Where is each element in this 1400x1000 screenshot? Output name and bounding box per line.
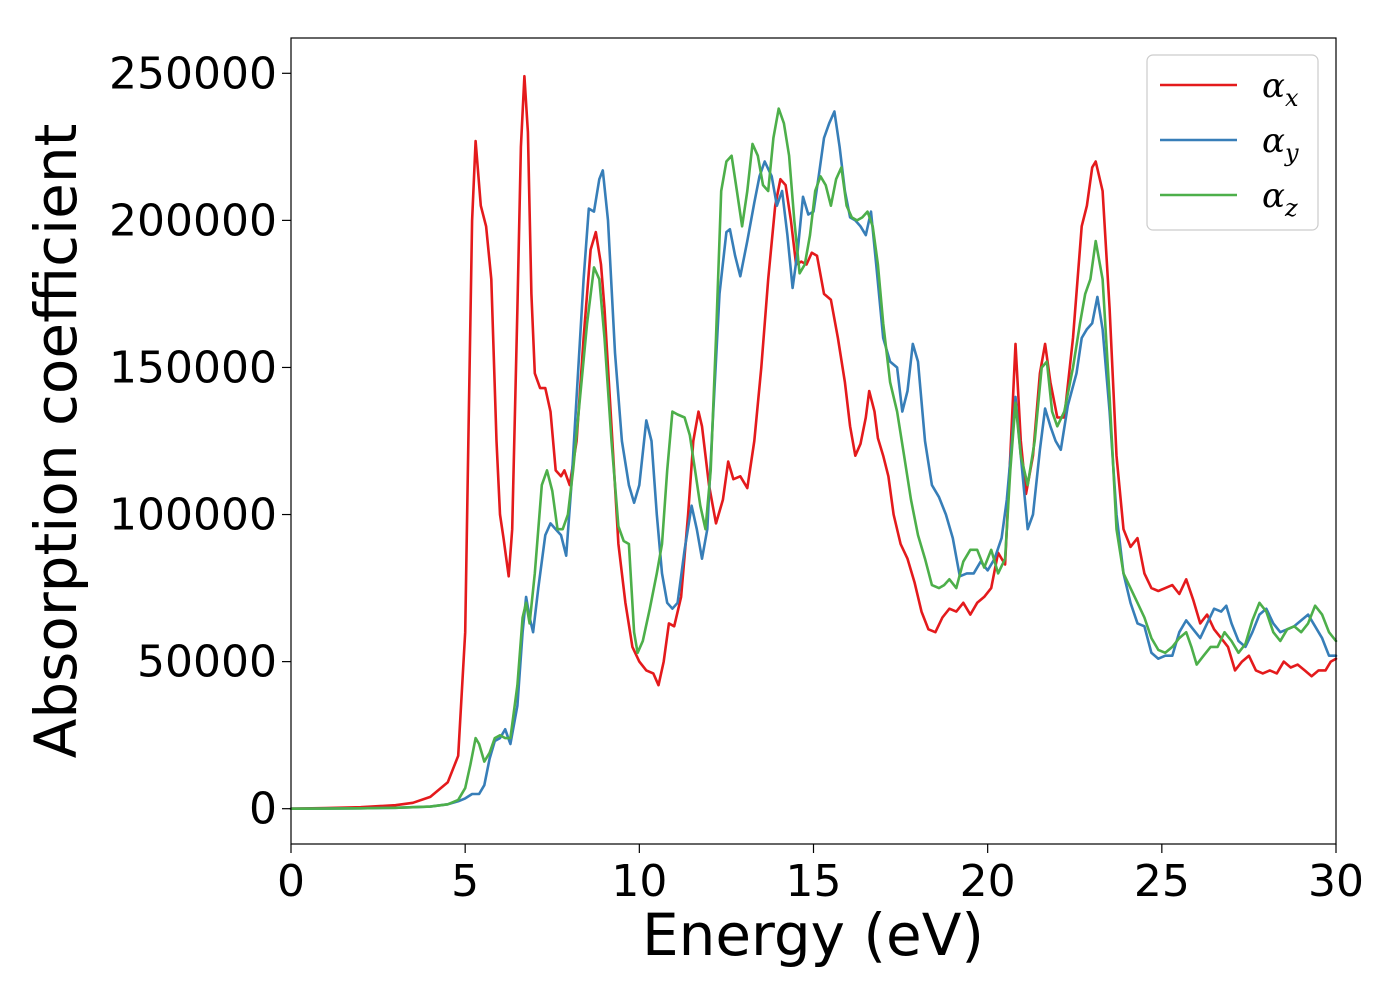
x-axis-title: Energy (eV): [642, 901, 984, 969]
legend-box: [1146, 54, 1319, 231]
x-tick-label: 15: [786, 856, 842, 907]
x-tick-label: 30: [1308, 856, 1364, 907]
x-tick-label: 10: [611, 856, 667, 907]
legend-label-z: αz: [1262, 176, 1298, 222]
y-tick-label: 100000: [109, 490, 277, 541]
y-axis-title: Absorption coefficient: [22, 124, 90, 759]
y-tick-label: 50000: [137, 637, 277, 688]
y-tick-label: 200000: [109, 195, 277, 246]
legend: αx αy αz: [1146, 54, 1319, 231]
x-tick-label: 0: [277, 856, 305, 907]
y-tick-label: 0: [249, 784, 277, 835]
legend-label-x: αx: [1262, 66, 1299, 112]
ticks-layer: 0 5 10 15 20 25 30 0 50000 100000 150000 200000 2500…: [109, 48, 1364, 907]
series-line-x: [289, 74, 1338, 810]
x-tick-label: 20: [960, 856, 1016, 907]
y-tick-label: 150000: [109, 342, 277, 393]
series-line-z: [289, 107, 1338, 810]
x-tick-label: 25: [1134, 856, 1190, 907]
y-tick-label: 250000: [109, 48, 277, 99]
series-layer: [289, 74, 1338, 810]
x-tick-label: 5: [451, 856, 479, 907]
legend-label-y: αy: [1262, 121, 1299, 167]
